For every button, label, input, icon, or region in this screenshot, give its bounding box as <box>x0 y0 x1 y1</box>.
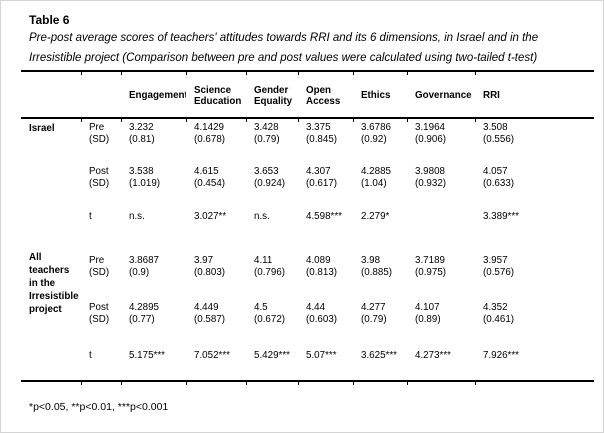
header-empty-sub <box>81 75 121 118</box>
cell-israel-pre-rri: 3.508 (0.556) <box>483 122 515 145</box>
cell-all-pre-ethics: 3.98 (0.885) <box>361 255 393 278</box>
israel-pre-row: Israel Pre (SD) 3.232 (0.81) 4.1429 (0.678… <box>21 122 594 166</box>
cell-all-post-ethics: 4.277 (0.79) <box>361 302 387 325</box>
cell-all-t-ethics: 3.625*** <box>361 350 397 361</box>
all-teachers-t-row: t 5.175*** 7.052*** 5.429*** 5.07*** 3.6… <box>21 345 594 381</box>
cell-all-pre-open-access: 4.089 (0.813) <box>306 255 338 278</box>
israel-t-row: t n.s. 3.027** n.s. 4.598*** 2.279* 3.13… <box>21 211 594 251</box>
rule-header <box>21 117 594 122</box>
header-empty-group <box>21 75 81 118</box>
col-header-governance: Governance <box>415 90 472 102</box>
cell-all-pre-science-education: 3.97 (0.803) <box>194 255 226 278</box>
cell-all-pre-gender-equality: 4.11 (0.796) <box>254 255 286 278</box>
group-label-israel: Israel <box>29 123 55 134</box>
cell-all-pre-engagement: 3.8687 (0.9) <box>129 255 159 278</box>
cell-israel-post-rri: 4.057 (0.633) <box>483 166 515 189</box>
cell-israel-post-gender-equality: 3.653 (0.924) <box>254 166 286 189</box>
cell-all-pre-governance: 3.7189 (0.975) <box>415 255 447 278</box>
cell-all-t-rri: 7.926*** <box>483 350 519 361</box>
cell-all-post-engagement: 4.2895 (0.77) <box>129 302 159 325</box>
cell-israel-pre-governance: 3.1964 (0.906) <box>415 122 447 145</box>
row-label-pre: Pre (SD) <box>89 122 110 145</box>
cell-israel-t-engagement: n.s. <box>129 211 145 222</box>
cell-israel-t-gender-equality: n.s. <box>254 211 270 222</box>
caption-block: Table 6 Pre-post average scores of teach… <box>1 1 603 68</box>
all-teachers-post-row: Post (SD) 4.2895 (0.77) 4.449 (0.587) 4.5(… <box>21 298 594 345</box>
row-label-post: Post (SD) <box>89 166 110 189</box>
cell-israel-post-governance: 3.9808 (0.932) <box>415 166 447 189</box>
cell-israel-pre-open-access: 3.375 (0.845) <box>306 122 338 145</box>
col-header-open-access: Open Access <box>306 84 341 108</box>
cell-israel-t-governance: 3.134** <box>407 211 475 251</box>
row-label-post: Post (SD) <box>89 302 110 325</box>
cell-all-post-rri: 4.352 (0.461) <box>483 302 515 325</box>
col-header-ethics: Ethics <box>361 90 391 102</box>
cell-israel-post-engagement: 3.538 (1.019) <box>129 166 161 189</box>
header-row: Engagement Science Education Gender Equa… <box>21 75 594 118</box>
row-label-pre: Pre (SD) <box>89 255 110 278</box>
rule-bottom <box>21 380 594 385</box>
cell-all-pre-rri: 3.957 (0.576) <box>483 255 515 278</box>
cell-israel-post-science-education: 4.615 (0.454) <box>194 166 226 189</box>
cell-israel-pre-ethics: 3.6786 (0.92) <box>361 122 391 145</box>
col-header-engagement: Engagement <box>129 90 186 102</box>
cell-israel-t-rri: 3.389*** <box>483 211 519 222</box>
row-label-t: t <box>89 350 92 361</box>
all-teachers-pre-row: All teachers in the Irresistible project… <box>21 251 594 315</box>
cell-all-post-governance: 4.107 (0.89) <box>415 302 441 325</box>
cell-israel-pre-gender-equality: 3.428 (0.79) <box>254 122 280 145</box>
cell-israel-pre-engagement: 3.232 (0.81) <box>129 122 155 145</box>
cell-israel-t-science-education: 3.027** <box>194 211 227 222</box>
cell-all-t-engagement: 5.175*** <box>129 350 165 361</box>
row-label-t: t <box>89 211 92 222</box>
col-header-rri: RRI <box>483 90 500 102</box>
cell-israel-post-open-access: 4.307 (0.617) <box>306 166 338 189</box>
group-label-all-teachers: All teachers in the Irresistible project <box>29 252 79 315</box>
cell-all-post-open-access: 4.44 (0.603) <box>306 302 338 325</box>
rule-top <box>21 70 594 75</box>
cell-all-t-gender-equality: 5.429*** <box>254 350 290 361</box>
cell-israel-t-ethics: 2.279* <box>361 211 390 222</box>
cell-all-t-governance: 4.273*** <box>415 350 451 361</box>
results-table: Engagement Science Education Gender Equa… <box>21 70 594 385</box>
israel-post-row: Post (SD) 3.538 (1.019) 4.615 (0.454) 3.65… <box>21 166 594 211</box>
col-header-science-education: Science Education <box>194 84 242 108</box>
cell-israel-post-ethics: 4.2885 (1.04) <box>361 166 391 189</box>
table-caption: Pre-post average scores of teachers' att… <box>29 32 539 64</box>
significance-footnote: *p<0.05, **p<0.01, ***p<0.001 <box>29 401 169 413</box>
cell-all-t-open-access: 5.07*** <box>306 350 337 361</box>
cell-all-post-science-education: 4.449 (0.587) <box>194 302 226 325</box>
cell-israel-pre-science-education: 4.1429 (0.678) <box>194 122 226 145</box>
table-title: Table 6 <box>29 13 70 27</box>
cell-israel-t-open-access: 4.598*** <box>306 211 342 222</box>
col-header-gender-equality: Gender Equality <box>254 84 293 108</box>
cell-all-post-gender-equality: 4.5 (0.672) <box>254 302 286 325</box>
cell-all-t-science-education: 7.052*** <box>194 350 230 361</box>
